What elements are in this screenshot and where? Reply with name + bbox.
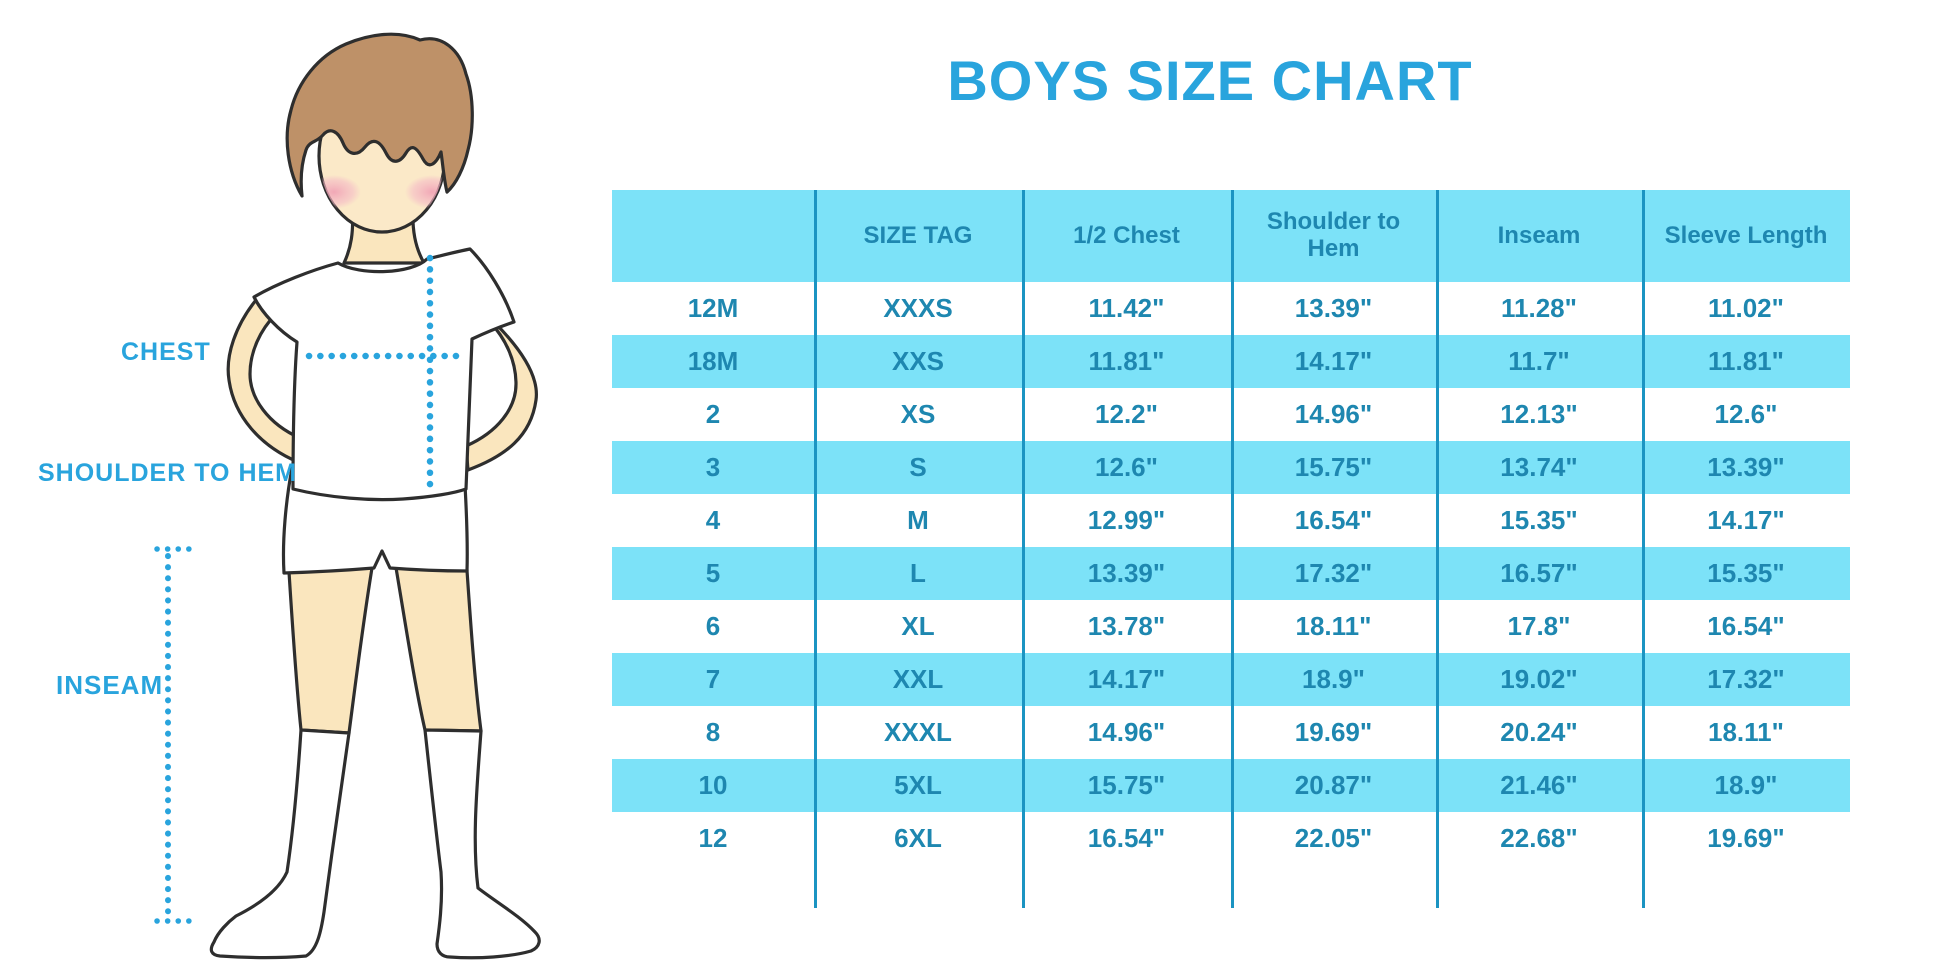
table-cell: XS bbox=[900, 398, 936, 429]
table-cell: 8 bbox=[705, 716, 721, 747]
table-cell: 14.96" bbox=[1087, 716, 1166, 747]
table-cell: 17.32" bbox=[1707, 663, 1785, 694]
shoulder-to-hem-label: SHOULDER TO HEM bbox=[38, 459, 297, 487]
table-cell: 2 bbox=[705, 398, 721, 429]
table-cell: XXS bbox=[891, 345, 945, 376]
column-header-2: 1/2 Chest bbox=[1073, 221, 1180, 249]
table-cell: 16.54" bbox=[1294, 504, 1373, 535]
table-cell: 11.02" bbox=[1708, 292, 1784, 323]
column-divider-2 bbox=[1022, 190, 1025, 908]
table-cell: 11.7" bbox=[1508, 345, 1570, 376]
hair bbox=[285, 32, 474, 198]
column-divider-1 bbox=[814, 190, 817, 908]
table-cell: 14.17" bbox=[1707, 504, 1785, 535]
page-title: BOYS SIZE CHART bbox=[947, 49, 1473, 112]
table-cell: L bbox=[910, 557, 926, 588]
table-cell: 13.74" bbox=[1500, 451, 1578, 482]
measurement-lines bbox=[154, 254, 469, 924]
table-cell: 12.99" bbox=[1087, 504, 1166, 535]
table-cell: 19.69" bbox=[1707, 822, 1785, 853]
table-cell: 22.68" bbox=[1500, 822, 1578, 853]
table-cell: XXXL bbox=[884, 716, 952, 747]
column-divider-5 bbox=[1642, 190, 1645, 908]
left-sock bbox=[209, 728, 351, 960]
shirt bbox=[252, 247, 516, 502]
table-cell: 18.11" bbox=[1295, 610, 1372, 641]
table-cell: 5XL bbox=[894, 769, 942, 800]
table-cell: 6 bbox=[705, 610, 721, 641]
column-header-3: Shoulder to Hem bbox=[1266, 208, 1401, 262]
table-cell: 12.2" bbox=[1095, 398, 1158, 429]
table-cell: 7 bbox=[705, 663, 721, 694]
table-cell: 17.8" bbox=[1507, 610, 1571, 641]
table-cell: 11.28" bbox=[1501, 292, 1577, 323]
table-cell: 13.78" bbox=[1087, 610, 1166, 641]
table-cell: 15.35" bbox=[1500, 504, 1578, 535]
table-cell: 11.42" bbox=[1088, 292, 1165, 323]
table-cell: 11.81" bbox=[1708, 345, 1784, 376]
right-thigh bbox=[392, 554, 483, 733]
table-cell: 12M bbox=[687, 292, 739, 323]
table-cell: M bbox=[907, 504, 929, 535]
table-cell: 19.69" bbox=[1294, 716, 1373, 747]
table-cell: S bbox=[909, 451, 927, 482]
table-cell: 18M bbox=[687, 345, 739, 376]
column-divider-4 bbox=[1436, 190, 1439, 908]
table-cell: 12.6" bbox=[1714, 398, 1778, 429]
table-cell: 18.11" bbox=[1708, 716, 1784, 747]
column-header-1: SIZE TAG bbox=[863, 221, 973, 249]
table-cell: 12.6" bbox=[1095, 451, 1158, 482]
table-cell: 15.75" bbox=[1294, 451, 1373, 482]
table-cell: 12 bbox=[698, 822, 728, 853]
table-cell: XL bbox=[901, 610, 935, 641]
left-cheek-blush bbox=[319, 175, 361, 209]
table-cell: 16.54" bbox=[1707, 610, 1785, 641]
table-cell: 11.81" bbox=[1088, 345, 1165, 376]
table-cell: 14.17" bbox=[1087, 663, 1166, 694]
table-cell: XXL bbox=[892, 663, 944, 694]
boy-measurement-illustration bbox=[0, 0, 560, 973]
table-cell: 16.54" bbox=[1087, 822, 1166, 853]
table-cell: 10 bbox=[698, 769, 728, 800]
chest-label: CHEST bbox=[121, 338, 211, 366]
right-sock bbox=[423, 728, 541, 960]
table-cell: XXXS bbox=[883, 292, 953, 323]
column-header-4: Inseam bbox=[1497, 221, 1581, 249]
inseam-label: INSEAM bbox=[56, 670, 164, 700]
table-cell: 17.32" bbox=[1294, 557, 1373, 588]
table-cell: 20.24" bbox=[1500, 716, 1578, 747]
table-cell: 18.9" bbox=[1714, 769, 1778, 800]
left-thigh bbox=[286, 554, 376, 735]
right-arm bbox=[464, 320, 538, 472]
table-cell: 13.39" bbox=[1707, 451, 1785, 482]
table-cell: 13.39" bbox=[1087, 557, 1166, 588]
size-table: SIZE TAG 1/2 Chest Shoulder to Hem Inseam Sl… bbox=[612, 190, 1850, 908]
column-divider-3 bbox=[1231, 190, 1234, 908]
column-header-5: Sleeve Length bbox=[1664, 221, 1828, 249]
table-cell: 12.13" bbox=[1500, 398, 1578, 429]
right-cheek-blush bbox=[405, 175, 445, 209]
table-cell: 14.17" bbox=[1294, 345, 1373, 376]
table-cell: 15.35" bbox=[1707, 557, 1785, 588]
table-cell: 18.9" bbox=[1302, 663, 1365, 694]
table-cell: 14.96" bbox=[1294, 398, 1373, 429]
table-cell: 5 bbox=[705, 557, 721, 588]
table-cell: 6XL bbox=[894, 822, 942, 853]
table-cell: 20.87" bbox=[1294, 769, 1373, 800]
table-cell: 22.05" bbox=[1294, 822, 1373, 853]
boy-figure-svg bbox=[154, 32, 541, 960]
table-cell: 19.02" bbox=[1500, 663, 1578, 694]
table-cell: 4 bbox=[705, 504, 721, 535]
table-cell: 3 bbox=[705, 451, 721, 482]
table-cell: 15.75" bbox=[1087, 769, 1166, 800]
table-cell: 16.57" bbox=[1500, 557, 1578, 588]
table-cell: 21.46" bbox=[1500, 769, 1578, 800]
table-cell: 13.39" bbox=[1294, 292, 1373, 323]
